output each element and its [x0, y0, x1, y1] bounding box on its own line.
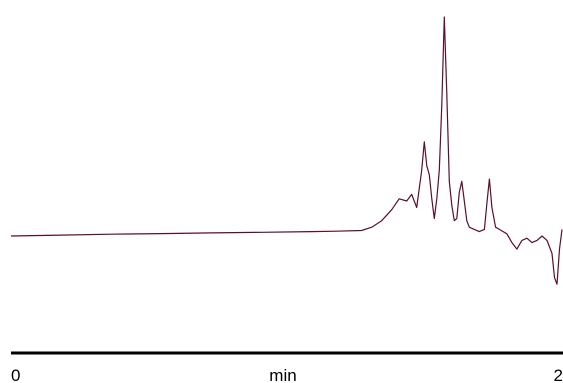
plot-area [10, 16, 563, 285]
x-tick-label-end: 22 [554, 366, 563, 383]
series-line [10, 16, 563, 285]
x-tick-label-start: 0 [11, 366, 20, 383]
x-axis-title: min [269, 366, 296, 383]
